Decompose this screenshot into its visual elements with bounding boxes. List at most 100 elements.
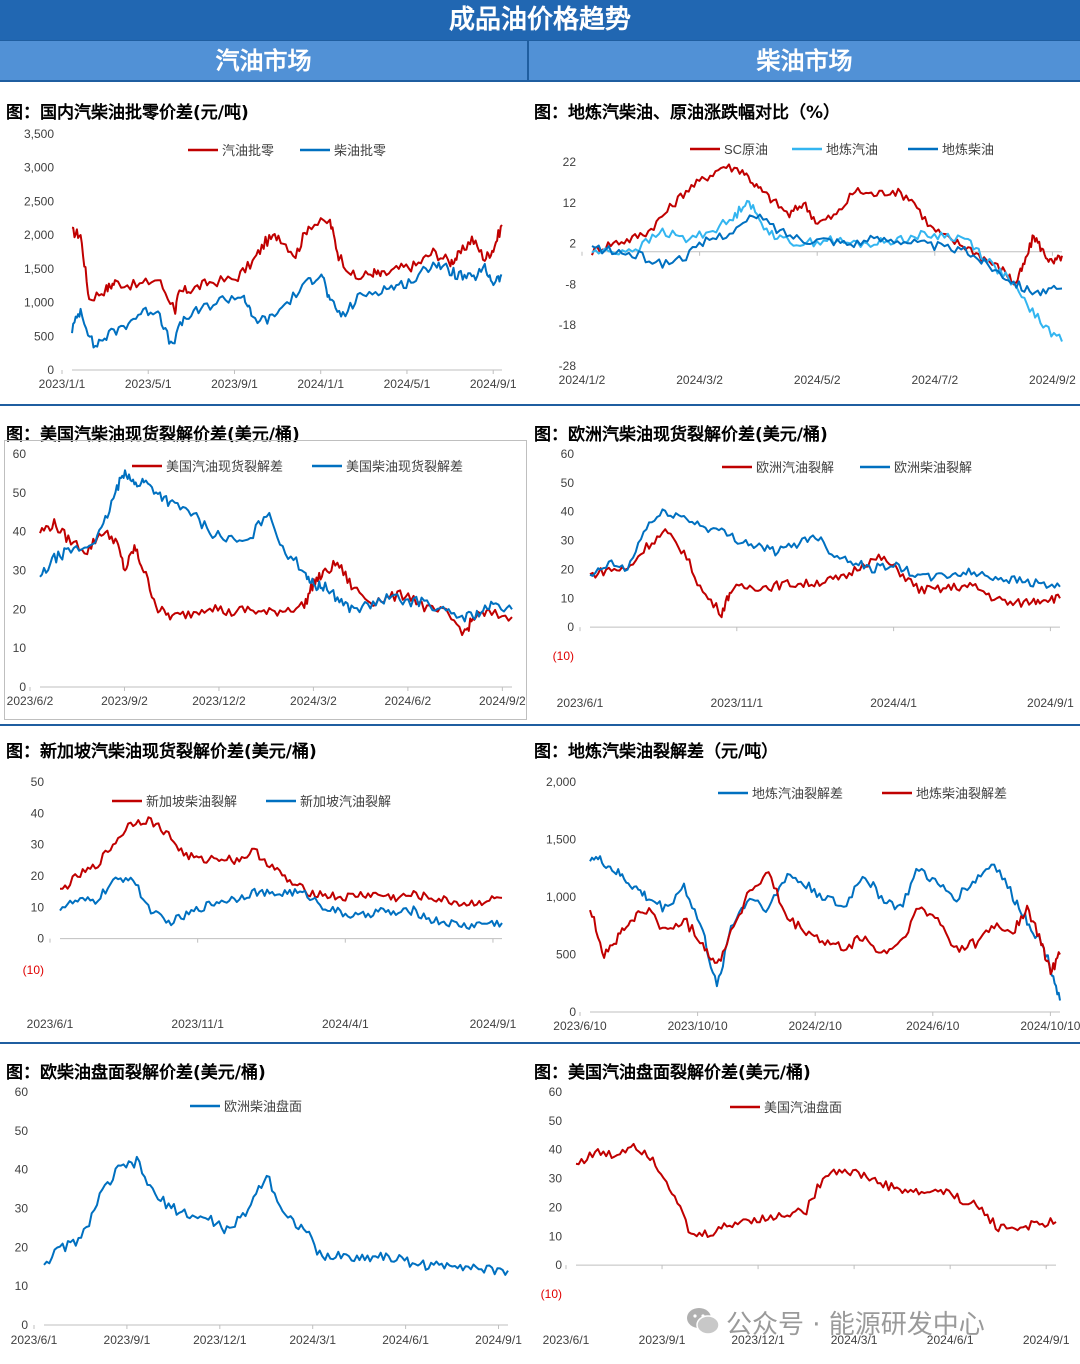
y-tick-label: 20: [15, 1240, 29, 1254]
series-line: [60, 816, 503, 907]
y-tick-label: 3,500: [24, 127, 54, 141]
chart-title-eu-diesel-futures: 图：欧柴油盘面裂解价差(美元/桶): [6, 1063, 266, 1083]
y-tick-label: 50: [15, 1124, 29, 1138]
series-line: [39, 469, 513, 623]
x-tick-label: 2023/5/1: [125, 377, 172, 391]
x-tick-label: 2024/9/1: [470, 1017, 517, 1031]
x-tick-label: 2024/9/1: [475, 1333, 522, 1347]
x-tick-label: 2023/12/2: [192, 694, 246, 708]
series-line: [59, 876, 503, 930]
y-tick-label: 60: [13, 447, 27, 461]
y-tick-label: 12: [563, 196, 577, 210]
y-tick-label: 10: [13, 641, 27, 655]
x-tick-label: 2024/10/10: [1020, 1019, 1080, 1033]
series-line: [39, 518, 513, 637]
series-line: [589, 871, 1061, 976]
chart-title-local-refinery-crack: 图：地炼汽柴油裂解差（元/吨）: [534, 742, 779, 762]
series-line: [591, 213, 1063, 297]
chart-title-us-gasoline-futures: 图：美国汽油盘面裂解价差(美元/桶): [534, 1063, 811, 1083]
x-tick-label: 2023/1/1: [39, 377, 86, 391]
row-divider-1: [0, 404, 1080, 406]
legend-label: 欧洲汽油裂解: [756, 460, 834, 475]
x-tick-label: 2024/1/1: [297, 377, 344, 391]
legend-label: 地炼汽油: [826, 142, 878, 157]
series-line: [589, 508, 1061, 589]
x-tick-label: 2023/6/1: [557, 696, 604, 710]
y-tick-label: 2,000: [24, 228, 54, 242]
y-tick-label: 50: [561, 476, 575, 490]
y-tick-label: 1,500: [24, 262, 54, 276]
y-tick-label: 10: [15, 1279, 29, 1293]
y-tick-label: (10): [541, 1287, 562, 1301]
x-tick-label: 2024/3/2: [676, 373, 723, 387]
y-tick-label: 0: [21, 1318, 28, 1332]
x-tick-label: 2023/6/10: [553, 1019, 607, 1033]
chart-eu-crack: 60 50 40 30 20 10 0 (10) 2023/6/1 2023/11/1 2024/4…: [553, 447, 1074, 710]
y-tick-label: 20: [31, 869, 45, 883]
y-tick-label: 30: [549, 1172, 563, 1186]
x-tick-label: 2024/9/1: [470, 377, 517, 391]
y-tick-label: 2: [569, 237, 576, 251]
chart-title-local-refinery-change: 图：地炼汽柴油、原油涨跌幅对比（%）: [534, 103, 841, 123]
legend-label: 欧洲柴油盘面: [224, 1099, 302, 1114]
y-tick-label: 40: [561, 505, 575, 519]
series-line: [575, 1142, 1057, 1238]
x-tick-label: 2024/3/2: [290, 694, 337, 708]
x-tick-label: 2023/9/1: [211, 377, 258, 391]
y-tick-label: 50: [549, 1114, 563, 1128]
y-tick-label: 3,000: [24, 161, 54, 175]
x-tick-label: 2024/7/2: [911, 373, 958, 387]
x-tick-label: 2023/9/1: [104, 1333, 151, 1347]
y-tick-label: 2,000: [546, 775, 576, 789]
series-line: [71, 261, 503, 349]
watermark-text: 公众号 · 能源研发中心: [726, 1310, 985, 1340]
y-tick-label: (10): [553, 649, 574, 663]
x-tick-label: 2023/6/1: [27, 1017, 74, 1031]
x-tick-label: 2024/9/1: [1027, 696, 1074, 710]
y-tick-label: 10: [561, 591, 575, 605]
chart-title-eu-crack: 图：欧洲汽柴油现货裂解价差(美元/桶): [534, 425, 828, 445]
y-tick-label: 20: [13, 602, 27, 616]
x-tick-label: 2024/4/1: [322, 1017, 369, 1031]
y-tick-label: 1,500: [546, 833, 576, 847]
x-tick-label: 2023/6/1: [11, 1333, 58, 1347]
x-tick-label: 2023/9/2: [101, 694, 148, 708]
x-tick-label: 2023/12/1: [731, 1333, 785, 1347]
y-tick-label: -8: [565, 277, 576, 291]
legend-label: SC原油: [724, 142, 768, 157]
x-tick-label: 2024/1/2: [559, 373, 606, 387]
x-tick-label: 2024/4/1: [870, 696, 917, 710]
legend-label: 地炼柴油裂解差: [916, 786, 1007, 801]
y-tick-label: 0: [555, 1258, 562, 1272]
series-line: [43, 1155, 509, 1276]
y-tick-label: 10: [549, 1229, 563, 1243]
y-tick-label: 50: [31, 775, 45, 789]
x-tick-label: 2024/3/1: [831, 1333, 878, 1347]
legend-label: 新加坡柴油裂解: [146, 794, 237, 809]
y-tick-label: 0: [37, 932, 44, 946]
y-tick-label: 0: [19, 680, 26, 694]
x-tick-label: 2024/9/2: [1029, 373, 1076, 387]
x-tick-label: 2023/12/1: [193, 1333, 247, 1347]
subheader-divider: [0, 80, 1080, 82]
chart-title-sg-crack: 图：新加坡汽柴油现货裂解价差(美元/桶): [6, 742, 317, 762]
x-tick-label: 2023/11/1: [171, 1017, 224, 1031]
y-tick-label: 30: [15, 1202, 29, 1216]
gasoline-market-header: 汽油市场: [0, 41, 527, 81]
x-tick-label: 2024/5/1: [384, 377, 431, 391]
x-tick-label: 2023/10/10: [668, 1019, 728, 1033]
legend-label: 地炼汽油裂解差: [752, 786, 843, 801]
legend-label: 美国汽油盘面: [764, 1100, 842, 1115]
y-tick-label: 40: [15, 1163, 29, 1177]
x-tick-label: 2023/9/1: [639, 1333, 686, 1347]
series-line: [589, 528, 1061, 619]
y-tick-label: 1,000: [546, 890, 576, 904]
chart-domestic-spread: 3,500 3,000 2,500 2,000 1,500 1,000 500 02023/1…: [24, 127, 517, 391]
chart-us-gasoline-futures: 60 50 40 30 20 10 0 (10) 2023/6/1 2023/9/1 2023/12…: [541, 1085, 1070, 1347]
y-tick-label: 0: [567, 620, 574, 634]
legend-label: 地炼柴油: [942, 142, 994, 157]
y-tick-label: 40: [13, 525, 27, 539]
x-tick-label: 2023/6/2: [7, 694, 54, 708]
y-tick-label: 30: [31, 838, 45, 852]
